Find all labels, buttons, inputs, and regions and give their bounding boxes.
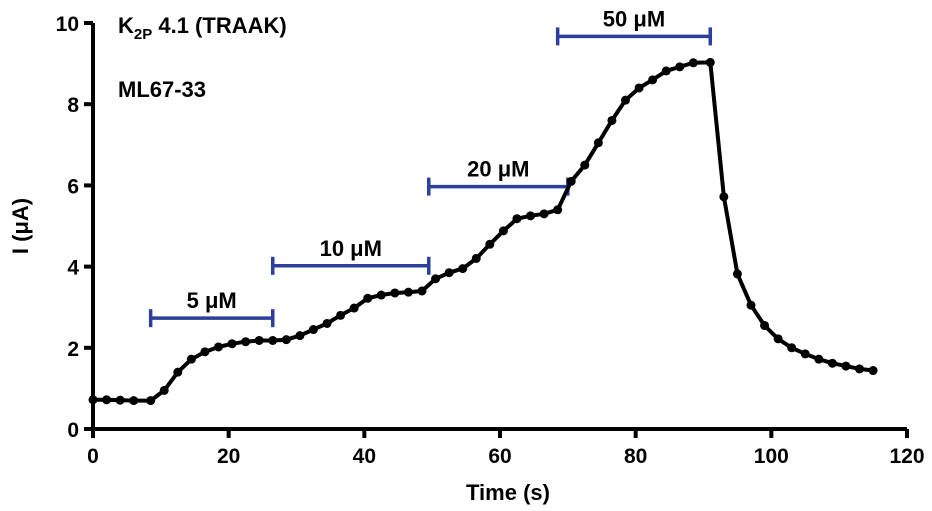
data-point xyxy=(376,290,386,300)
y-axis-title: I (μA) xyxy=(8,198,33,254)
y-tick-label: 8 xyxy=(67,94,79,117)
data-point xyxy=(102,395,112,405)
data-point xyxy=(254,335,264,345)
data-point xyxy=(146,396,156,406)
data-point xyxy=(868,366,878,376)
concentration-bar: 5 μM xyxy=(148,288,275,328)
data-point xyxy=(800,349,810,359)
data-point xyxy=(566,176,576,186)
data-point xyxy=(648,75,658,85)
data-point xyxy=(746,300,756,310)
data-point xyxy=(539,209,549,219)
data-point xyxy=(760,320,770,330)
compound-annotation: ML67-33 xyxy=(118,77,206,102)
data-point xyxy=(431,274,441,284)
bar-label: 5 μM xyxy=(187,288,237,313)
data-point xyxy=(417,286,427,296)
data-point xyxy=(705,57,715,67)
data-point xyxy=(458,264,468,274)
data-point xyxy=(814,354,824,364)
data-point xyxy=(593,138,603,148)
data-point xyxy=(281,335,291,345)
x-axis-title: Time (s) xyxy=(466,480,550,505)
data-point xyxy=(115,395,125,405)
bar-label: 20 μM xyxy=(467,157,529,182)
x-tick-label: 120 xyxy=(889,445,924,468)
data-point xyxy=(580,160,590,170)
data-point xyxy=(336,310,346,320)
data-point xyxy=(444,268,454,278)
chart-title-main: K xyxy=(118,13,134,38)
concentration-bar: 10 μM xyxy=(271,236,431,275)
y-tick-label: 0 xyxy=(67,419,79,442)
y-axis-ticks: 0 2 4 6 8 10 xyxy=(56,13,93,442)
data-point xyxy=(688,58,698,68)
data-point xyxy=(661,66,671,76)
data-point xyxy=(186,354,196,364)
data-point xyxy=(363,293,373,303)
data-point xyxy=(88,395,98,405)
x-tick-label: 60 xyxy=(488,445,511,468)
y-tick-label: 6 xyxy=(67,175,79,198)
data-point xyxy=(498,226,508,236)
data-point xyxy=(787,343,797,353)
concentration-bar: 50 μM xyxy=(555,6,713,46)
data-point xyxy=(213,342,223,352)
data-point xyxy=(607,115,617,125)
data-point xyxy=(308,325,318,335)
data-point xyxy=(390,288,400,298)
data-point xyxy=(526,211,536,221)
series-points xyxy=(88,57,878,406)
y-tick-label: 2 xyxy=(67,338,79,361)
data-point xyxy=(634,83,644,93)
concentration-bar: 20 μM xyxy=(427,157,570,196)
y-tick-label: 4 xyxy=(67,257,79,280)
data-point xyxy=(227,339,237,349)
data-point xyxy=(471,253,481,263)
data-point xyxy=(129,396,139,406)
axes xyxy=(91,23,907,431)
data-point xyxy=(675,62,685,72)
data-point xyxy=(855,364,865,374)
chart-title: K2P 4.1 (TRAAK) xyxy=(118,13,287,43)
data-point xyxy=(295,331,305,341)
concentration-bars: 5 μM 10 μM 20 μM 50 μM xyxy=(148,6,713,328)
data-point xyxy=(485,239,495,249)
data-point xyxy=(173,367,183,377)
bar-label: 50 μM xyxy=(603,6,665,31)
y-tick-label: 10 xyxy=(56,13,79,36)
x-tick-label: 0 xyxy=(87,445,99,468)
data-point xyxy=(841,361,851,371)
data-point xyxy=(159,385,169,395)
x-tick-label: 20 xyxy=(217,445,240,468)
data-point xyxy=(553,205,563,215)
x-axis-ticks: 0 20 40 60 80 100 120 xyxy=(87,429,925,468)
data-point xyxy=(732,269,742,279)
data-point xyxy=(512,214,522,224)
bar-label: 10 μM xyxy=(320,236,382,261)
data-point xyxy=(349,303,359,313)
data-point xyxy=(322,318,332,328)
data-point xyxy=(827,358,837,368)
x-tick-label: 80 xyxy=(624,445,647,468)
data-point xyxy=(268,335,278,345)
data-point xyxy=(241,337,251,347)
data-point xyxy=(719,192,729,202)
series-line xyxy=(93,60,874,403)
data-point xyxy=(773,334,783,344)
chart-title-rest: 4.1 (TRAAK) xyxy=(152,13,286,38)
data-point xyxy=(403,287,413,297)
x-tick-label: 100 xyxy=(754,445,789,468)
data-point xyxy=(200,347,210,357)
data-point xyxy=(620,95,630,105)
chart-title-subscript: 2P xyxy=(134,26,152,43)
x-tick-label: 40 xyxy=(353,445,376,468)
